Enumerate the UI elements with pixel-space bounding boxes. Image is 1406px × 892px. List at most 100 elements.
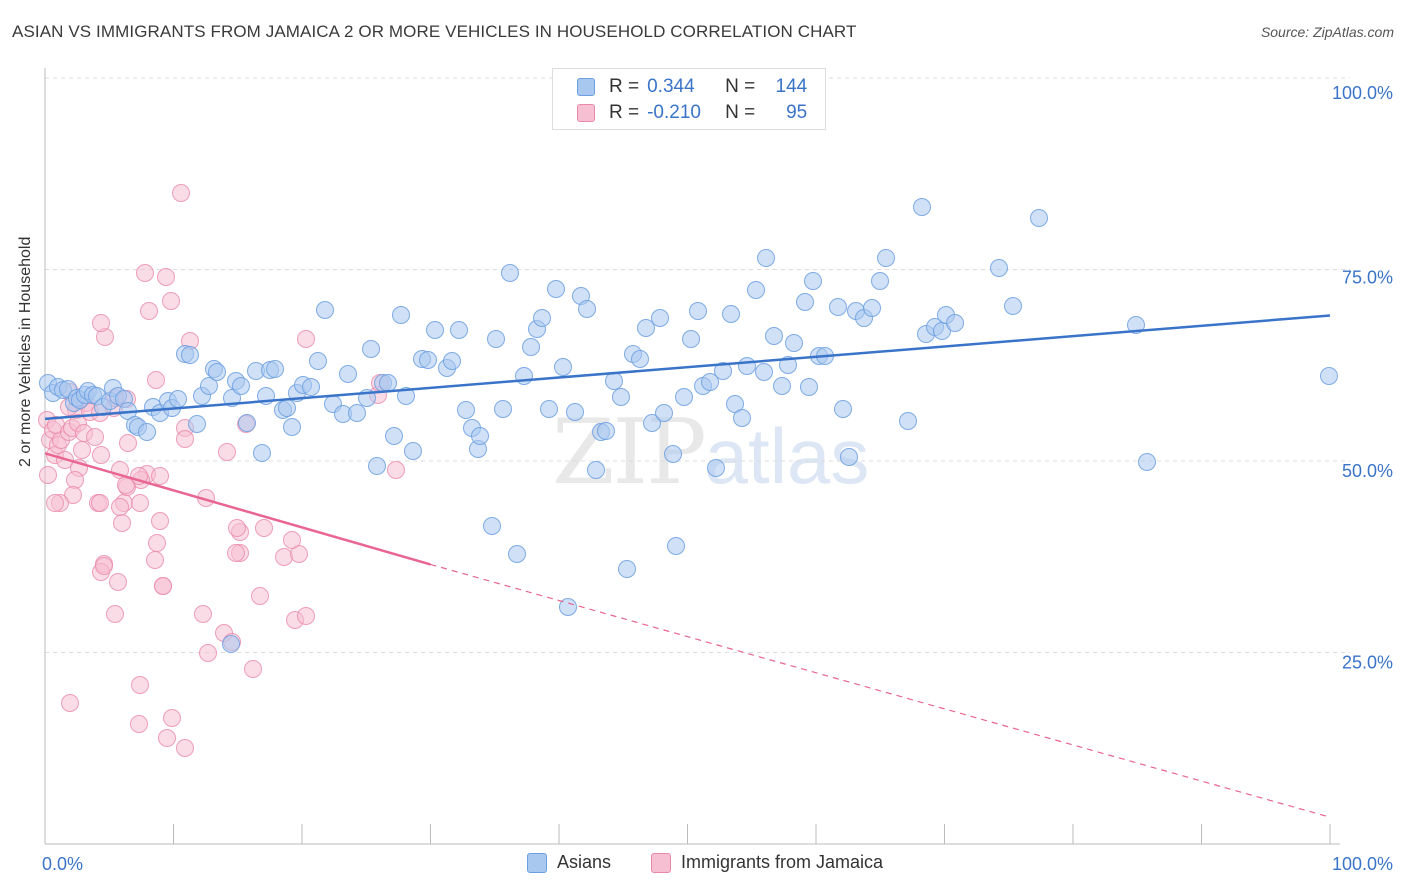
series-legend: Asians Immigrants from Jamaica (0, 852, 1406, 878)
asian-point (597, 422, 615, 440)
asian-point (266, 360, 284, 378)
jamaica-point (255, 519, 273, 537)
asian-point (559, 598, 577, 616)
asian-point (169, 390, 187, 408)
jamaica-point (297, 607, 315, 625)
asian-point (200, 377, 218, 395)
asian-point (1030, 209, 1048, 227)
legend-r-label: R = (609, 102, 640, 123)
jamaica-point (151, 512, 169, 530)
jamaica-point (146, 551, 164, 569)
jamaica-point (154, 577, 172, 595)
jamaica-point (106, 605, 124, 623)
asian-point (566, 403, 584, 421)
asian-point (278, 399, 296, 417)
jamaica-point (227, 544, 245, 562)
jamaica-point (136, 264, 154, 282)
jamaica-point (228, 519, 246, 537)
y-axis-label: 2 or more Vehicles in Household (17, 236, 34, 467)
asians-trend-line (44, 314, 1331, 421)
jamaica-point (163, 709, 181, 727)
legend-n-value: 95 (786, 102, 808, 123)
series-legend-asians: Asians (527, 852, 611, 873)
series-swatch-asians (527, 852, 547, 873)
asian-point (450, 321, 468, 339)
asian-point (701, 373, 719, 391)
asian-point (757, 249, 775, 267)
asian-point (722, 305, 740, 323)
asian-point (587, 461, 605, 479)
jamaica-point (39, 466, 57, 484)
jamaica-point (176, 739, 194, 757)
jamaica-point (92, 314, 110, 332)
jamaica-point (109, 573, 127, 591)
asian-point (675, 388, 693, 406)
series-legend-jamaica: Immigrants from Jamaica (651, 852, 883, 873)
asian-point (379, 374, 397, 392)
asian-point (547, 280, 565, 298)
jamaica-point (172, 184, 190, 202)
asian-point (738, 357, 756, 375)
asian-point (689, 302, 707, 320)
jamaica-point (147, 371, 165, 389)
jamaica-point (131, 494, 149, 512)
jamaica-point (95, 557, 113, 575)
jamaica-point (130, 715, 148, 733)
y-tick-label: 50.0% (1342, 461, 1393, 481)
asian-point (348, 404, 366, 422)
asian-point (404, 442, 422, 460)
asian-point (829, 298, 847, 316)
asian-point (765, 327, 783, 345)
legend-r-value: -0.210 (647, 102, 701, 123)
asian-point (443, 352, 461, 370)
jamaica-trend-line (44, 452, 431, 566)
asian-point (913, 198, 931, 216)
asian-point (755, 363, 773, 381)
legend-r-value: 0.344 (647, 76, 695, 97)
asian-point (785, 334, 803, 352)
jamaica-point (61, 694, 79, 712)
asian-point (508, 545, 526, 563)
asian-point (238, 414, 256, 432)
asian-point (804, 272, 822, 290)
source-credit: Source: ZipAtlas.com (1260, 24, 1394, 40)
jamaica-point (158, 729, 176, 747)
asian-point (471, 427, 489, 445)
y-tick-label: 100.0% (1332, 83, 1393, 103)
asian-point (181, 346, 199, 364)
asian-point (426, 321, 444, 339)
asian-point (494, 400, 512, 418)
asian-point (419, 351, 437, 369)
asian-point (800, 378, 818, 396)
asian-point (651, 309, 669, 327)
jamaica-point (244, 660, 262, 678)
asian-point (397, 387, 415, 405)
jamaica-point (194, 605, 212, 623)
jamaica-point (199, 644, 217, 662)
asian-point (253, 444, 271, 462)
jamaica-point (176, 430, 194, 448)
legend-n-value: 144 (775, 76, 808, 97)
legend-n-label: N = (725, 76, 756, 97)
asian-point (309, 352, 327, 370)
jamaica-point (157, 268, 175, 286)
asian-point (554, 358, 572, 376)
jamaica-point (151, 467, 169, 485)
correlation-legend: R = 0.344 N = 144 R = -0.210 N = 95 (552, 68, 826, 130)
asian-point (138, 423, 156, 441)
asian-point (631, 350, 649, 368)
jamaica-point (131, 676, 149, 694)
series-label-jamaica: Immigrants from Jamaica (681, 852, 884, 872)
jamaica-point (113, 514, 131, 532)
asian-point (316, 301, 334, 319)
jamaica-point (251, 587, 269, 605)
asian-point (1127, 316, 1145, 334)
asian-point (733, 409, 751, 427)
legend-swatch-asians (577, 78, 595, 96)
jamaica-point (46, 494, 64, 512)
asian-point (863, 299, 881, 317)
asian-point (339, 365, 357, 383)
asian-point (483, 517, 501, 535)
asian-point (1138, 453, 1156, 471)
